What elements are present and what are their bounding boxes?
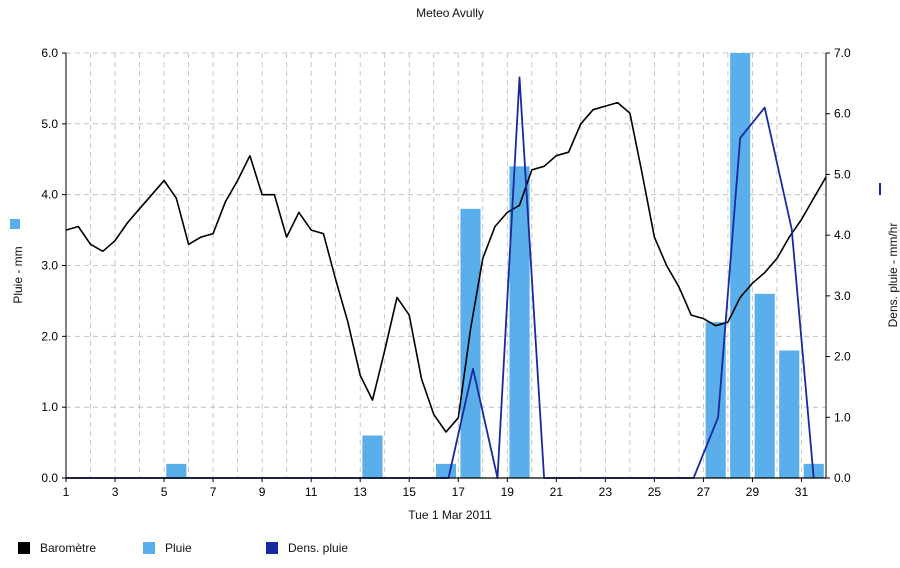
x-tick-label: 7 [210, 485, 217, 499]
pluie-axis-swatch [10, 219, 20, 229]
axes: 0.0 1.0 2.0 3.0 4.0 5.0 6.0 0.0 1.0 2.0 3.0 4.0 5.0 6… [41, 46, 851, 499]
legend-swatch-dens-pluie [266, 542, 278, 554]
x-tick-label: 5 [161, 485, 168, 499]
pluie-bars [166, 53, 824, 479]
legend-label-pluie: Pluie [165, 541, 192, 555]
y-tick-label-left: 6.0 [41, 46, 58, 60]
chart-title: Meteo Avully [416, 6, 484, 20]
y-tick-label-left: 0.0 [41, 471, 58, 485]
legend-item-pluie: Pluie [143, 541, 192, 555]
legend-label-dens-pluie: Dens. pluie [288, 541, 349, 555]
x-tick-label: 1 [63, 485, 70, 499]
legend-swatch-barometre [18, 542, 30, 554]
y-tick-label-left: 2.0 [41, 329, 58, 343]
x-tick-label: 25 [648, 485, 662, 499]
y-tick-label-right: 3.0 [834, 289, 851, 303]
pluie-bar [166, 463, 187, 478]
pluie-bar [435, 463, 457, 478]
x-tick-label: 9 [259, 485, 266, 499]
x-tick-label: 15 [403, 485, 417, 499]
x-tick-label: 29 [746, 485, 760, 499]
y-tick-label-right: 7.0 [834, 46, 851, 60]
pluie-bar [705, 322, 726, 478]
dens-pluie-line [66, 76, 815, 479]
y-axis-right-label: Dens. pluie - mm/hr [886, 222, 900, 328]
legend: Baromètre Pluie Dens. pluie [0, 541, 900, 561]
y-tick-label-right: 6.0 [834, 107, 851, 121]
dens-pluie-axis-swatch [879, 183, 881, 195]
x-axis-label: Tue 1 Mar 2011 [408, 508, 492, 522]
x-tick-label: 19 [501, 485, 515, 499]
y-tick-label-right: 4.0 [834, 228, 851, 242]
x-tick-label: 17 [452, 485, 466, 499]
y-tick-label-left: 1.0 [41, 400, 58, 414]
pluie-bar [362, 435, 383, 478]
y-tick-label-right: 0.0 [834, 471, 851, 485]
pluie-bar [509, 166, 530, 479]
x-tick-label: 3 [112, 485, 119, 499]
pluie-bar [730, 53, 751, 478]
y-tick-label-right: 1.0 [834, 410, 851, 424]
y-tick-label-left: 3.0 [41, 259, 58, 273]
y-tick-label-left: 4.0 [41, 188, 58, 202]
x-tick-label: 23 [599, 485, 613, 499]
y-tick-label-right: 5.0 [834, 167, 851, 181]
legend-swatch-pluie [143, 542, 155, 554]
legend-item-barometre: Baromètre [18, 541, 96, 555]
x-tick-label: 21 [550, 485, 564, 499]
x-tick-label: 13 [354, 485, 368, 499]
pluie-bar [460, 208, 481, 479]
barometre-line [65, 101, 827, 433]
legend-item-dens-pluie: Dens. pluie [266, 541, 348, 555]
x-tick-label: 27 [697, 485, 711, 499]
y-tick-label-left: 5.0 [41, 117, 58, 131]
x-tick-label: 31 [795, 485, 809, 499]
pluie-bar [754, 293, 775, 478]
y-tick-label-right: 2.0 [834, 350, 851, 364]
pluie-bar [779, 350, 800, 478]
legend-label-barometre: Baromètre [40, 541, 97, 555]
x-tick-label: 11 [305, 485, 318, 499]
y-axis-left-label: Pluie - mm [11, 246, 25, 304]
